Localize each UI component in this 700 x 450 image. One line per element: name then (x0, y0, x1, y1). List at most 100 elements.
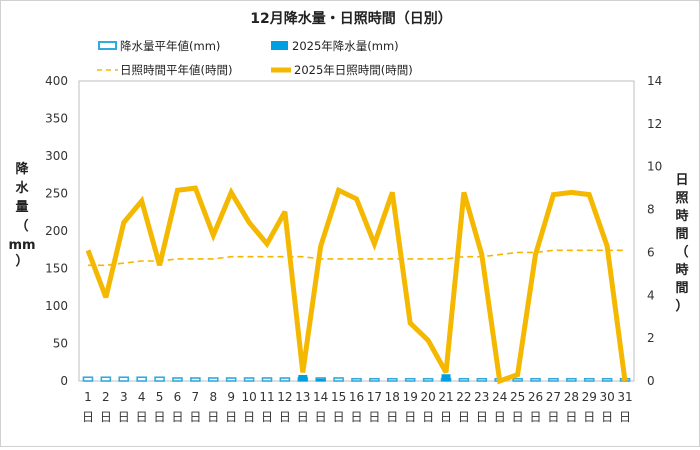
x-tick-suffix: 日 (171, 410, 183, 424)
bar-normal-precip (119, 377, 128, 381)
y-left-title-char: 水 (15, 180, 29, 196)
y-right-tick-label: 4 (647, 288, 655, 302)
y-left-tick-label: 150 (45, 262, 68, 276)
x-tick-suffix: 日 (386, 410, 398, 424)
x-axis: 1日2日3日4日5日6日7日8日9日10日11日12日13日14日15日16日1… (82, 390, 633, 424)
x-tick-label: 1 (84, 390, 92, 404)
bar-normal-precip (370, 379, 379, 381)
x-tick-suffix: 日 (350, 410, 362, 424)
bar-normal-precip (567, 379, 576, 381)
x-tick-suffix: 日 (422, 410, 434, 424)
y-right-tick-label: 14 (647, 74, 662, 88)
x-tick-label: 9 (227, 390, 235, 404)
x-tick-label: 16 (349, 390, 364, 404)
bar-normal-precip (406, 379, 415, 381)
x-tick-suffix: 日 (207, 410, 219, 424)
x-tick-suffix: 日 (476, 410, 488, 424)
x-tick-label: 12 (277, 390, 292, 404)
bar-normal-precip (101, 377, 110, 381)
x-tick-label: 19 (403, 390, 418, 404)
x-tick-suffix: 日 (494, 410, 506, 424)
legend-swatch-2025-precip (271, 41, 288, 50)
legend-label-2025-sunshine: 2025年日照時間(時間) (294, 63, 413, 77)
x-tick-suffix: 日 (118, 410, 130, 424)
x-tick-label: 24 (492, 390, 507, 404)
bar-normal-precip (388, 379, 397, 381)
bar-normal-precip (585, 379, 594, 381)
x-tick-label: 15 (331, 390, 346, 404)
bar-normal-precip (459, 379, 468, 381)
y-left-title-char: mm (8, 238, 35, 253)
bar-normal-precip (262, 378, 271, 381)
y-left-tick-label: 200 (45, 224, 68, 238)
x-tick-label: 5 (156, 390, 164, 404)
x-tick-suffix: 日 (547, 410, 559, 424)
x-tick-label: 22 (456, 390, 471, 404)
x-tick-label: 31 (617, 390, 632, 404)
y-right-tick-label: 0 (647, 374, 655, 388)
legend: 降水量平年値(mm) 2025年降水量(mm) 日照時間平年値(時間) 2025… (97, 39, 413, 77)
bar-normal-precip (513, 379, 522, 381)
y-right-title-char: 間 (675, 227, 688, 242)
x-tick-label: 6 (174, 390, 182, 404)
x-tick-label: 29 (582, 390, 597, 404)
x-tick-label: 8 (209, 390, 217, 404)
x-tick-suffix: 日 (297, 410, 309, 424)
x-tick-suffix: 日 (619, 410, 631, 424)
bar-normal-precip (531, 379, 540, 381)
y-right-title-char: 日 (675, 173, 688, 188)
y-right-title-char: 照 (675, 191, 688, 206)
bar-normal-precip (334, 378, 343, 381)
bar-2025-precip (442, 374, 451, 381)
bar-normal-precip (227, 378, 236, 381)
x-tick-label: 28 (564, 390, 579, 404)
chart-title: 12月降水量・日照時間（日別） (250, 10, 451, 27)
bar-normal-precip (549, 379, 558, 381)
y-right-tick-label: 10 (647, 160, 662, 174)
bar-normal-precip (280, 378, 289, 381)
line-2025-sunshine (88, 188, 625, 381)
x-tick-label: 2 (102, 390, 110, 404)
x-tick-label: 4 (138, 390, 146, 404)
x-tick-label: 10 (241, 390, 256, 404)
x-tick-label: 30 (600, 390, 615, 404)
y-left-tick-label: 250 (45, 187, 68, 201)
y-left-tick-label: 400 (45, 74, 68, 88)
x-tick-suffix: 日 (440, 410, 452, 424)
y-left-title-char: 降 (15, 161, 29, 177)
x-tick-suffix: 日 (279, 410, 291, 424)
y-right-tick-label: 12 (647, 117, 662, 131)
x-tick-suffix: 日 (512, 410, 524, 424)
line-normal-sunshine (88, 250, 625, 265)
x-tick-label: 27 (546, 390, 561, 404)
plot-area (79, 81, 634, 381)
x-tick-label: 13 (295, 390, 310, 404)
x-tick-label: 23 (474, 390, 489, 404)
bar-normal-precip (137, 377, 146, 381)
legend-swatch-normal-precip (99, 42, 116, 49)
y-right-title-char: 時 (675, 208, 688, 224)
x-tick-label: 17 (367, 390, 382, 404)
x-tick-label: 26 (528, 390, 543, 404)
bar-normal-precip (352, 379, 361, 381)
y-axis-title-left: 降水量（mm） (8, 161, 35, 269)
x-tick-suffix: 日 (315, 410, 327, 424)
x-tick-suffix: 日 (458, 410, 470, 424)
y-left-title-char: （ (15, 218, 28, 234)
bar-normal-precip (209, 378, 218, 381)
x-tick-label: 18 (385, 390, 400, 404)
x-tick-suffix: 日 (333, 410, 345, 424)
legend-label-2025-precip: 2025年降水量(mm) (292, 39, 399, 53)
x-tick-label: 11 (259, 390, 274, 404)
y-left-tick-label: 50 (53, 337, 68, 351)
bar-normal-precip (155, 377, 164, 381)
x-tick-suffix: 日 (225, 410, 237, 424)
bar-normal-precip (245, 378, 254, 381)
legend-label-normal-sunshine: 日照時間平年値(時間) (120, 63, 232, 77)
y-left-tick-label: 0 (60, 374, 68, 388)
x-tick-label: 3 (120, 390, 128, 404)
x-tick-suffix: 日 (583, 410, 595, 424)
